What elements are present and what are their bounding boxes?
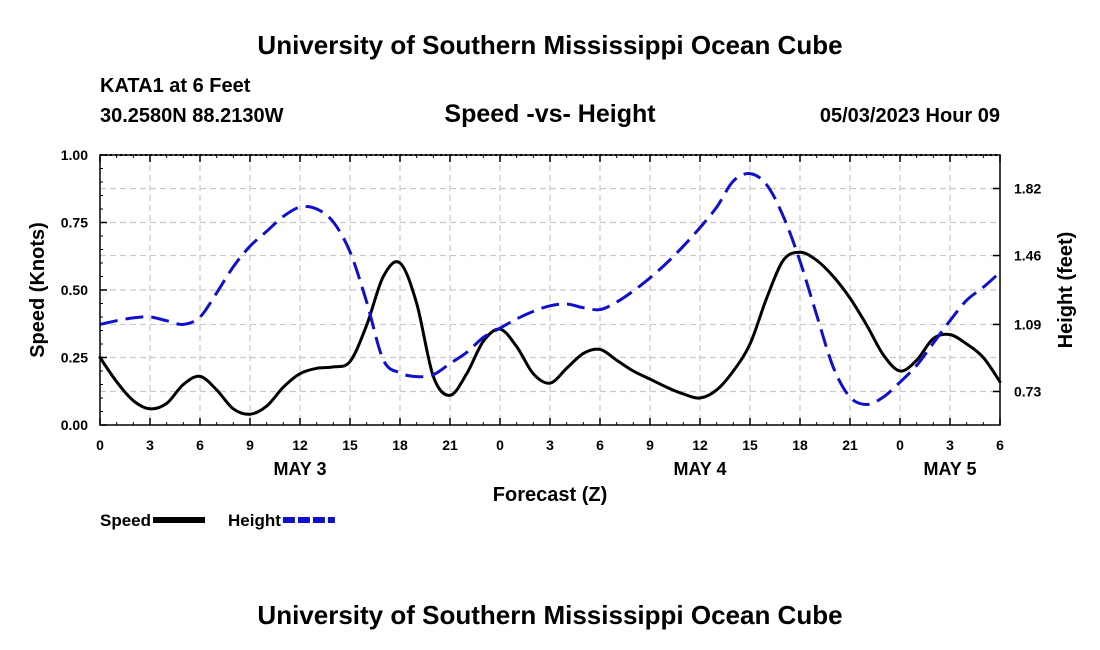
y-tick-label: 0.75 [61,215,88,231]
day-label: MAY 4 [673,459,726,479]
y-axis-title: Speed (Knots) [27,222,49,358]
y2-tick-label: 1.82 [1014,181,1041,197]
speed-height-chart: 0 3 6 9 12 15 18 21 0 3 6 9 12 15 18 21 0 3 6 0.00 0.25 0.50 0… [27,147,1077,530]
x-tick-label: 0 [96,437,104,453]
y2-tick-label: 0.73 [1014,383,1041,399]
x-tick-label: 6 [196,437,204,453]
x-tick-label: 3 [546,437,554,453]
x-tick-label: 21 [842,437,858,453]
x-tick-label: 0 [896,437,904,453]
series-line-speed [98,250,1002,416]
footer-title: University of Southern Mississippi Ocean… [257,600,843,630]
x-tick-label: 12 [292,437,308,453]
grid [100,155,1000,425]
y2-axis-title: Height (feet) [1055,232,1077,349]
y-tick-label: 1.00 [61,147,88,163]
x-tick-label: 18 [392,437,408,453]
x-axis-title: Forecast (Z) [493,484,607,506]
chart-subtitle: Speed -vs- Height [444,100,656,128]
coordinates-label: 30.2580N 88.2130W [100,105,284,127]
y2-tick-label: 1.46 [1014,248,1041,264]
x-tick-label: 6 [596,437,604,453]
chart-main-title: University of Southern Mississippi Ocean… [257,30,843,60]
forecast-datetime: 05/03/2023 Hour 09 [819,105,1000,127]
axes: 0 3 6 9 12 15 18 21 0 3 6 9 12 15 18 21 0 3 6 0.00 0.25 0.50 0… [61,147,1042,479]
x-tick-label: 3 [146,437,154,453]
y-tick-label: 0.50 [61,282,88,298]
x-tick-label: 9 [646,437,654,453]
day-label: MAY 3 [273,459,326,479]
x-tick-label: 18 [792,437,808,453]
x-tick-label: 3 [946,437,954,453]
series-line-height [99,172,1001,406]
y-tick-label: 0.25 [61,350,88,366]
x-tick-label: 0 [496,437,504,453]
x-tick-label: 6 [996,437,1004,453]
day-label: MAY 5 [923,459,976,479]
series-lines [98,172,1002,416]
x-tick-label: 12 [692,437,708,453]
station-label: KATA1 at 6 Feet [100,75,251,97]
legend-label-height: Height [228,511,281,530]
legend-label-speed: Speed [100,511,151,530]
y2-tick-label: 1.09 [1014,316,1041,332]
legend: Speed Height [100,511,335,530]
x-tick-label: 9 [246,437,254,453]
y-tick-label: 0.00 [61,417,88,433]
x-tick-label: 15 [742,437,758,453]
x-tick-label: 21 [442,437,458,453]
x-tick-label: 15 [342,437,358,453]
